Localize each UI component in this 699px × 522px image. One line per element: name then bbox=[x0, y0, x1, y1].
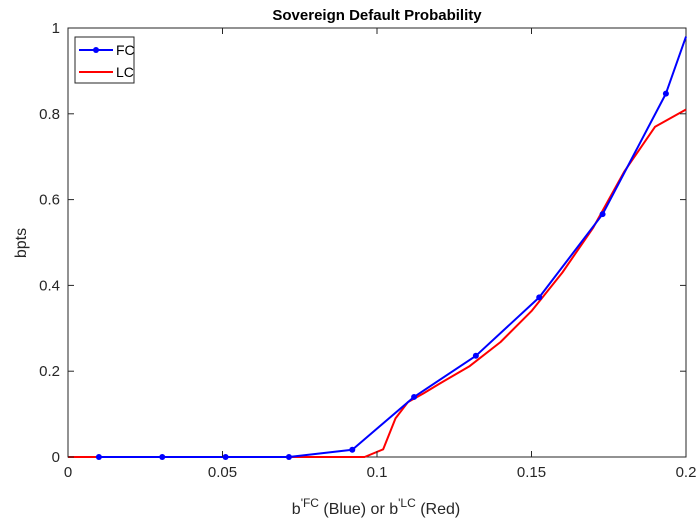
data-point-fc bbox=[285, 454, 292, 460]
x-tick-label: 0.05 bbox=[208, 464, 237, 481]
legend-lc-label: LC bbox=[116, 64, 134, 80]
x-axis-label-prefix1: b bbox=[292, 501, 301, 518]
chart-title: Sovereign Default Probability bbox=[272, 7, 482, 24]
series-layer bbox=[68, 36, 687, 460]
data-point-fc bbox=[349, 446, 356, 453]
data-point-fc bbox=[95, 454, 102, 460]
y-tick-label: 0 bbox=[52, 449, 60, 466]
x-tick-label: 0.1 bbox=[367, 464, 388, 481]
x-axis-label: b'FC (Blue) or b'LC (Red) bbox=[292, 496, 460, 518]
y-tick-label: 0.8 bbox=[39, 106, 60, 123]
y-tick-label: 0.4 bbox=[39, 277, 60, 294]
data-point-fc bbox=[411, 393, 418, 400]
data-point-fc bbox=[159, 454, 166, 460]
data-point-fc bbox=[472, 352, 479, 359]
plot-area bbox=[67, 27, 687, 458]
x-axis-label-sup1: 'FC bbox=[301, 496, 320, 510]
x-axis-label-mid: (Blue) or b bbox=[319, 501, 398, 518]
y-axis-label: bpts bbox=[13, 228, 30, 258]
y-tick-label: 1 bbox=[52, 20, 60, 37]
plot-frame bbox=[67, 27, 687, 458]
x-axis-label-suffix: (Red) bbox=[416, 501, 460, 518]
data-point-fc bbox=[599, 211, 606, 218]
legend: FC LC bbox=[74, 36, 135, 84]
y-tick-label: 0.6 bbox=[39, 192, 60, 209]
data-point-fc bbox=[662, 90, 669, 97]
legend-fc-marker bbox=[93, 47, 99, 53]
x-tick-label: 0.2 bbox=[676, 464, 697, 481]
data-point-fc bbox=[536, 294, 543, 301]
ticks-layer: 0 0.05 0.1 0.15 0.2 0 0.2 0.4 0.6 0.8 1 bbox=[39, 20, 696, 481]
y-tick-label: 0.2 bbox=[39, 363, 60, 380]
x-tick-label: 0.15 bbox=[517, 464, 546, 481]
legend-box bbox=[74, 36, 135, 84]
x-tick-label: 0 bbox=[64, 464, 72, 481]
data-point-fc bbox=[222, 454, 229, 460]
x-axis-label-sup2: 'LC bbox=[398, 496, 416, 510]
legend-fc-label: FC bbox=[116, 42, 135, 58]
